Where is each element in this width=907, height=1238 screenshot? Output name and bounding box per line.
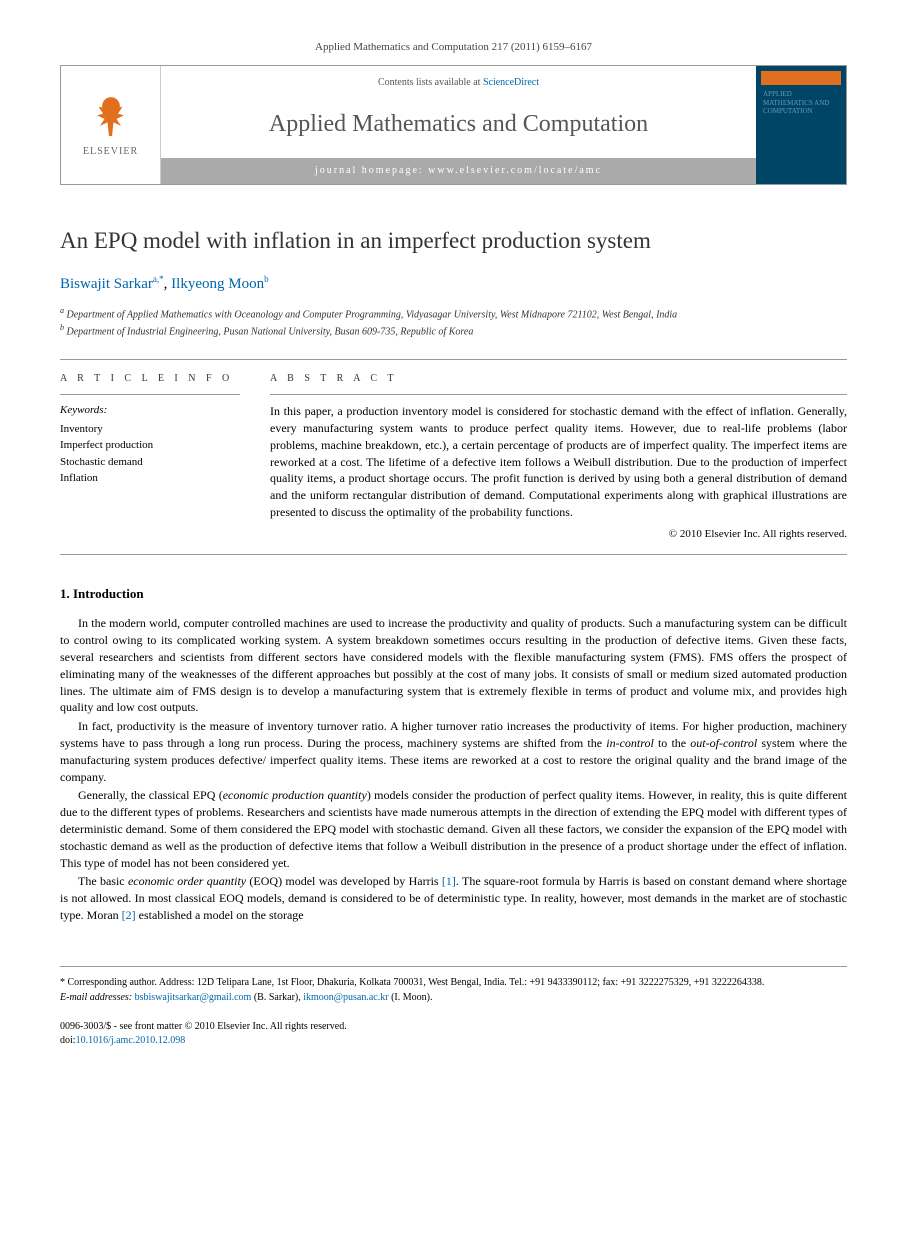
doi-label: doi:: [60, 1035, 76, 1046]
doi-link[interactable]: 10.1016/j.amc.2010.12.098: [76, 1035, 186, 1046]
paper-title: An EPQ model with inflation in an imperf…: [60, 225, 847, 257]
author-2-link[interactable]: Ilkyeong Moon: [171, 276, 264, 292]
keyword-item: Stochastic demand: [60, 454, 240, 471]
email-2-name: (I. Moon).: [391, 992, 432, 1003]
keyword-item: Imperfect production: [60, 437, 240, 454]
citation-header: Applied Mathematics and Computation 217 …: [0, 0, 907, 65]
email-label: E-mail addresses:: [60, 992, 132, 1003]
keyword-item: Inventory: [60, 421, 240, 438]
affiliation-list: a Department of Applied Mathematics with…: [60, 305, 847, 340]
keyword-item: Inflation: [60, 470, 240, 487]
doi-line: doi:10.1016/j.amc.2010.12.098: [60, 1034, 847, 1048]
elsevier-tree-icon: [86, 91, 136, 141]
body-paragraph: In the modern world, computer controlled…: [60, 615, 847, 716]
issn-line: 0096-3003/$ - see front matter © 2010 El…: [60, 1020, 847, 1034]
abstract-divider: [270, 394, 847, 395]
abstract-heading: A B S T R A C T: [270, 372, 847, 386]
abstract-copyright: © 2010 Elsevier Inc. All rights reserved…: [270, 527, 847, 542]
journal-title: Applied Mathematics and Computation: [161, 100, 756, 150]
author-list: Biswajit Sarkara,*, Ilkyeong Moonb: [60, 273, 847, 295]
contents-available-label: Contents lists available at ScienceDirec…: [161, 66, 756, 90]
publisher-name: ELSEVIER: [83, 145, 138, 159]
reference-link-2[interactable]: [2]: [122, 908, 136, 922]
body-paragraph: In fact, productivity is the measure of …: [60, 718, 847, 785]
corresponding-author-note: * Corresponding author. Address: 12D Tel…: [60, 975, 847, 990]
author-1-marker: a,*: [153, 274, 164, 284]
introduction-heading: 1. Introduction: [60, 585, 847, 603]
publisher-logo: ELSEVIER: [61, 66, 161, 184]
journal-title-block: Contents lists available at ScienceDirec…: [161, 66, 756, 184]
info-abstract-row: A R T I C L E I N F O Keywords: Inventor…: [60, 372, 847, 542]
contents-label-text: Contents lists available at: [378, 77, 480, 88]
affiliation-a: a Department of Applied Mathematics with…: [60, 305, 847, 322]
journal-cover-thumbnail: APPLIED MATHEMATICS AND COMPUTATION: [756, 66, 846, 184]
footnote-block: * Corresponding author. Address: 12D Tel…: [60, 966, 847, 1005]
journal-header-box: ELSEVIER Contents lists available at Sci…: [60, 65, 847, 185]
footer-bottom-block: 0096-3003/$ - see front matter © 2010 El…: [60, 1020, 847, 1048]
email-1-name: (B. Sarkar),: [254, 992, 301, 1003]
reference-link-1[interactable]: [1]: [442, 874, 456, 888]
cover-title-text: APPLIED MATHEMATICS AND COMPUTATION: [761, 85, 841, 120]
sciencedirect-link[interactable]: ScienceDirect: [483, 77, 539, 88]
abstract-column: A B S T R A C T In this paper, a product…: [270, 372, 847, 542]
body-paragraph: Generally, the classical EPQ (economic p…: [60, 787, 847, 871]
article-info-heading: A R T I C L E I N F O: [60, 372, 240, 386]
journal-homepage-link[interactable]: journal homepage: www.elsevier.com/locat…: [161, 158, 756, 184]
author-1-link[interactable]: Biswajit Sarkar: [60, 276, 153, 292]
email-line: E-mail addresses: bsbiswajitsarkar@gmail…: [60, 990, 847, 1005]
abstract-text: In this paper, a production inventory mo…: [270, 403, 847, 521]
author-2-email-link[interactable]: ikmoon@pusan.ac.kr: [303, 992, 388, 1003]
keywords-list: Inventory Imperfect production Stochasti…: [60, 421, 240, 487]
section-divider: [60, 359, 847, 360]
info-divider: [60, 394, 240, 395]
author-1-email-link[interactable]: bsbiswajitsarkar@gmail.com: [135, 992, 252, 1003]
author-2-marker: b: [264, 274, 269, 284]
article-info-column: A R T I C L E I N F O Keywords: Inventor…: [60, 372, 240, 542]
body-paragraph: The basic economic order quantity (EOQ) …: [60, 873, 847, 923]
cover-accent-bar: [761, 71, 841, 85]
affiliation-b: b Department of Industrial Engineering, …: [60, 322, 847, 339]
section-divider: [60, 554, 847, 555]
keywords-heading: Keywords:: [60, 403, 240, 418]
